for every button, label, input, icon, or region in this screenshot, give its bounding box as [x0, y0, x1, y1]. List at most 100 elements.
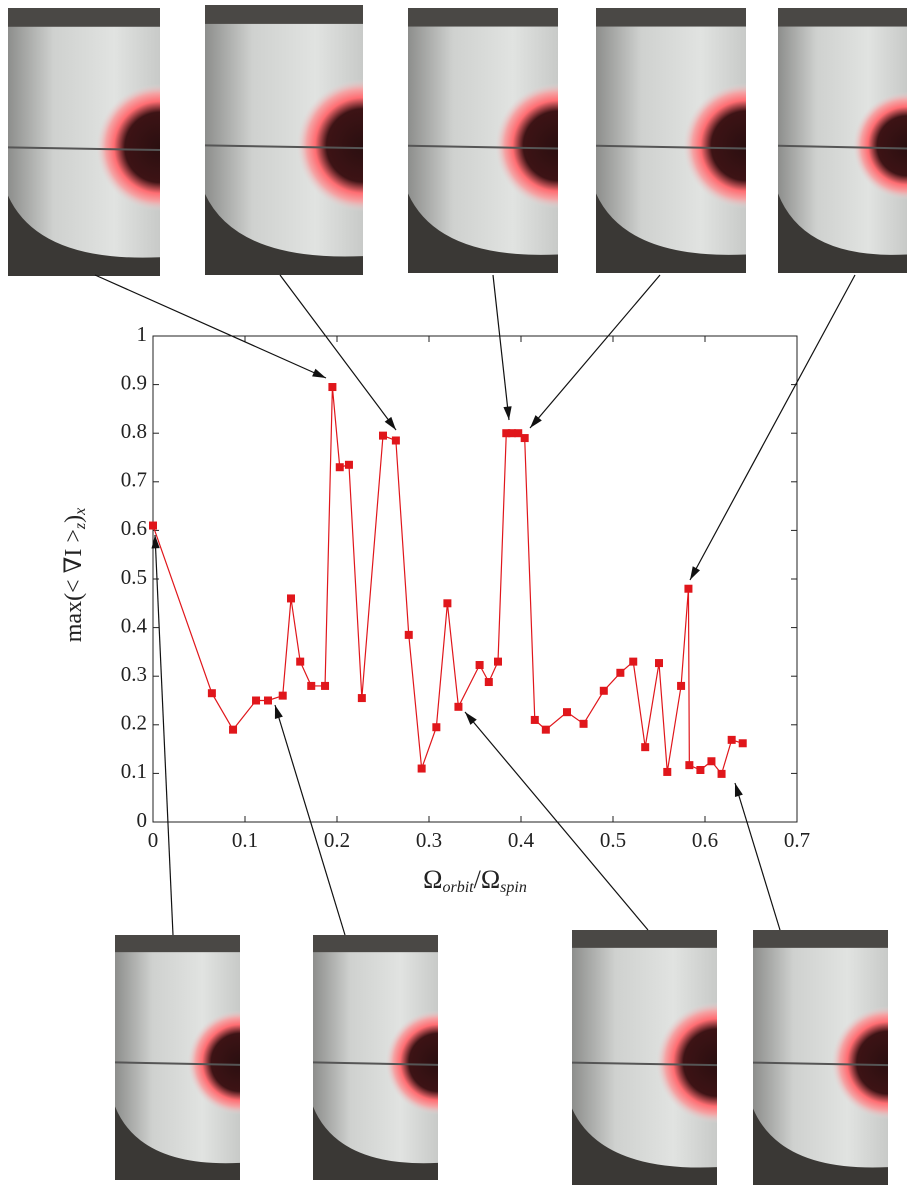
photo-edge [408, 193, 558, 273]
arrow-head [530, 415, 542, 428]
photo-glow [495, 82, 558, 209]
x-tick-label: 0.2 [324, 828, 350, 852]
x-axis-label-part: orbit [442, 879, 474, 896]
photo [205, 5, 363, 275]
arrow-head [384, 416, 396, 430]
y-tick-label: 0.3 [121, 662, 147, 686]
photo [313, 935, 438, 1180]
photo-wire [778, 144, 907, 150]
x-axis-label-part: Ω [423, 865, 442, 894]
data-point [344, 460, 353, 469]
data-point [296, 657, 305, 666]
photo-wire [313, 1061, 438, 1066]
data-point [391, 436, 400, 445]
data-point [454, 702, 463, 711]
x-tick-label: 0.3 [416, 828, 442, 852]
photo-wire [596, 144, 746, 150]
arrow-head [312, 368, 326, 378]
data-point [738, 739, 747, 748]
data-line [152, 386, 743, 776]
photo-edge [778, 193, 907, 273]
photo-glow [187, 1009, 240, 1115]
x-tick-label: 0.6 [692, 828, 718, 852]
photo-top [596, 8, 746, 27]
y-tick-label: 0.9 [121, 370, 147, 394]
arrow-line [689, 274, 856, 581]
data-point [684, 584, 693, 593]
arrow-line [734, 782, 781, 931]
photo-edge [115, 1106, 240, 1180]
data-point [727, 735, 736, 744]
data-point [685, 761, 694, 770]
photo [778, 8, 907, 273]
y-tick-label: 0.1 [121, 759, 147, 783]
data-point [502, 429, 511, 438]
y-axis-label-part: max(< ∇I > [61, 529, 87, 642]
photo-glow [656, 1001, 717, 1124]
photo-edge [313, 1106, 438, 1180]
data-point [432, 723, 441, 732]
data-point [616, 668, 625, 677]
photo-content [115, 935, 240, 1180]
y-tick-label: 0.8 [121, 419, 147, 443]
data-point [563, 708, 571, 717]
arrow-head [151, 535, 160, 549]
data-point [507, 429, 516, 438]
data-point [357, 694, 366, 703]
photo-top [115, 935, 240, 953]
y-tick-label: 0.2 [121, 711, 147, 735]
data-point [149, 521, 157, 530]
x-tick-label: 0.1 [232, 828, 258, 852]
data-point [307, 681, 316, 690]
photo [408, 8, 558, 273]
x-tick-label: 0 [148, 828, 159, 852]
data-point [629, 657, 638, 666]
y-tick-label: 0 [137, 808, 148, 832]
data-point [641, 743, 650, 752]
photo [8, 8, 160, 276]
photo [115, 935, 240, 1180]
photo-top [778, 8, 907, 27]
arrow-head [734, 783, 743, 797]
data-point [278, 691, 287, 700]
data-point [404, 630, 413, 639]
y-axis-label-part: z [72, 522, 89, 530]
arrow-line [274, 704, 346, 936]
y-tick-label: 0.5 [121, 565, 147, 589]
data-point [655, 659, 663, 668]
photo-glow [296, 79, 363, 212]
photo-content [753, 930, 888, 1185]
photo-edge [596, 193, 746, 273]
photo [572, 930, 717, 1185]
photo-edge [753, 1108, 888, 1185]
data-point [696, 765, 705, 774]
data-point [541, 725, 550, 734]
photo-content [313, 935, 438, 1180]
photo-content [596, 8, 746, 273]
arrow-head [503, 406, 512, 420]
data-point [707, 757, 716, 766]
photo-top [8, 8, 160, 27]
y-axis-label: max(< ∇I >z)x [61, 508, 89, 642]
y-tick-label: 0.4 [121, 613, 148, 637]
photo-top [753, 930, 888, 948]
y-axis-label-part: x [72, 508, 89, 516]
y-tick-label: 1 [137, 322, 148, 346]
data-point [717, 769, 726, 778]
photo-top [408, 8, 558, 27]
photo-wire [8, 146, 160, 152]
photo [753, 930, 888, 1185]
data-point [321, 681, 330, 690]
arrow-line [529, 274, 661, 429]
data-point [207, 689, 216, 698]
data-point [335, 463, 344, 472]
x-axis-label-part: /Ω [474, 865, 501, 894]
photo [596, 8, 746, 273]
arrow-line [492, 274, 510, 421]
photo-top [205, 5, 363, 24]
arrow-head [274, 705, 283, 719]
photo-wire [115, 1061, 240, 1066]
arrow-line [154, 534, 174, 936]
y-tick-label: 0.6 [121, 516, 147, 540]
